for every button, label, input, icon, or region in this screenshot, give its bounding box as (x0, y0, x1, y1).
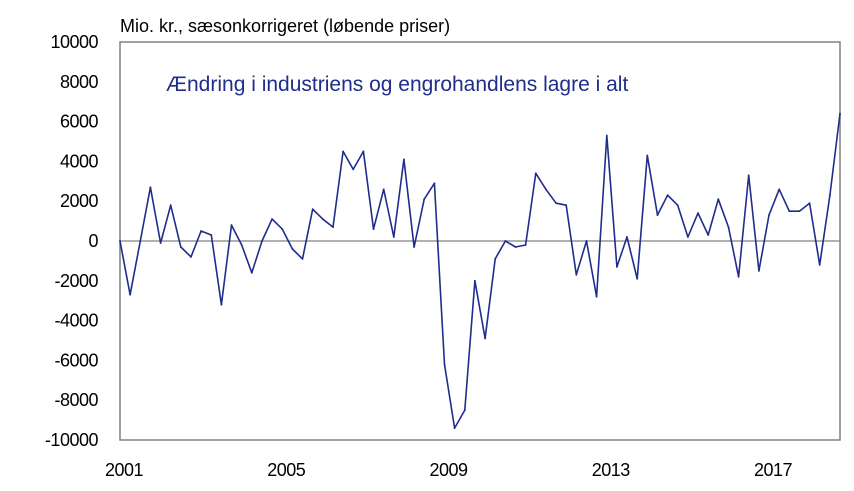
y-axis-unit-label: Mio. kr., sæsonkorrigeret (løbende prise… (120, 16, 450, 36)
y-tick-label: -8000 (54, 390, 98, 410)
data-point (484, 337, 486, 340)
y-tick-label: 0 (88, 231, 98, 251)
x-tick-labels: 2001 2005 2009 2013 2017 (105, 460, 793, 480)
data-point (676, 204, 679, 207)
y-tick-label: 2000 (60, 191, 99, 211)
data-point (616, 266, 618, 268)
data-point (758, 270, 760, 272)
y-tick-label: 8000 (60, 72, 99, 92)
data-point (169, 204, 172, 207)
data-point (585, 240, 588, 242)
data-point (666, 194, 669, 197)
data-point (362, 150, 365, 153)
data-point (636, 277, 639, 280)
data-point (829, 194, 831, 197)
data-point (839, 112, 841, 115)
data-point (200, 230, 203, 232)
data-point (261, 240, 263, 242)
data-point (717, 198, 720, 201)
y-tick-label: 6000 (60, 112, 99, 132)
data-point (463, 409, 466, 411)
data-point (159, 242, 162, 244)
data-point (504, 240, 507, 242)
x-tick-label: 2001 (105, 460, 144, 480)
data-point (220, 303, 223, 306)
data-point (403, 158, 405, 161)
data-point (778, 188, 781, 191)
data-point (119, 240, 121, 242)
y-tick-labels: 10000 8000 6000 4000 2000 0 -2000 -4000 -6000 -80… (45, 32, 99, 450)
data-point (129, 293, 132, 296)
data-point (626, 236, 628, 238)
data-point (494, 258, 497, 260)
data-point (443, 363, 446, 366)
data-point (707, 234, 710, 236)
y-tick-label: 4000 (60, 151, 99, 171)
data-point (565, 204, 568, 207)
x-tick-label: 2005 (267, 460, 306, 480)
data-point (727, 226, 730, 229)
data-point (179, 246, 182, 248)
data-point (747, 174, 750, 177)
data-point (149, 186, 152, 189)
data-point (595, 295, 598, 298)
data-point (372, 228, 375, 231)
data-point (321, 218, 324, 221)
y-tick-label: -10000 (45, 430, 99, 450)
data-point (656, 214, 659, 217)
y-tick-label: -2000 (54, 271, 98, 291)
data-point (240, 244, 243, 246)
data-point (646, 154, 649, 157)
data-point (697, 212, 699, 215)
data-point (423, 198, 426, 201)
data-point (545, 188, 547, 191)
x-tick-label: 2013 (592, 460, 631, 480)
series-line (119, 113, 841, 429)
data-point (798, 210, 801, 213)
y-tick-label: -4000 (54, 311, 98, 331)
data-point (555, 202, 557, 205)
series-annotation: Ændring i industriens og engrohandlens l… (166, 73, 628, 96)
data-points (119, 112, 841, 429)
x-tick-label: 2009 (429, 460, 468, 480)
data-point (514, 246, 517, 248)
data-point (453, 427, 456, 429)
data-point (352, 168, 355, 171)
data-point (301, 258, 304, 260)
y-tick-label: 10000 (50, 32, 98, 52)
data-point (534, 172, 537, 175)
data-point (250, 271, 253, 274)
data-point (271, 218, 273, 221)
data-point (433, 182, 436, 185)
data-point (524, 244, 527, 246)
data-point (210, 234, 213, 236)
data-point (342, 150, 344, 153)
data-point (291, 248, 294, 250)
data-point (190, 256, 192, 258)
data-point (281, 228, 284, 231)
data-point (311, 208, 314, 211)
data-point (575, 273, 578, 276)
data-point (818, 264, 821, 266)
y-tick-label: -6000 (54, 350, 98, 370)
x-tick-label: 2017 (754, 460, 793, 480)
data-point (605, 134, 608, 137)
data-point (788, 210, 791, 213)
data-point (230, 224, 233, 227)
data-point (413, 246, 415, 248)
data-point (768, 214, 770, 217)
data-point (474, 279, 476, 282)
data-point (332, 226, 334, 229)
data-point (737, 275, 740, 278)
data-point (808, 202, 811, 205)
data-point (392, 236, 395, 238)
data-point (139, 240, 142, 242)
data-point (382, 188, 385, 191)
data-point (687, 236, 689, 238)
